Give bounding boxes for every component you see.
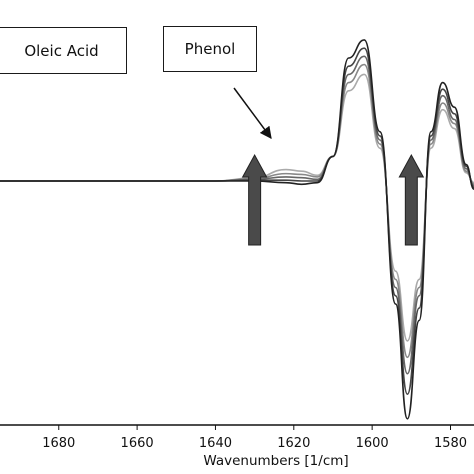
phenol-label: Phenol <box>163 26 257 72</box>
phenol-pointer-arrow <box>233 87 272 139</box>
x-axis-title: Wavenumbers [1/cm] <box>203 453 348 469</box>
x-tick-label: 1640 <box>199 436 232 451</box>
oleic-acid-label: Oleic Acid <box>0 27 127 74</box>
arrow-layer <box>241 153 425 246</box>
spectrum-series-line <box>0 73 474 342</box>
x-tick-label: 1680 <box>42 436 75 451</box>
x-tick-layer: 1680 1660 1640 1620 1600 1580 <box>42 425 467 451</box>
x-tick-label: 1660 <box>121 436 154 451</box>
x-tick-label: 1600 <box>356 436 389 451</box>
x-tick-label: 1620 <box>277 436 310 451</box>
x-tick-label: 1580 <box>434 436 467 451</box>
increase-arrow-icon <box>398 153 425 246</box>
increase-arrow-icon <box>241 153 268 246</box>
spectrum-series-line <box>0 39 474 420</box>
series-layer <box>0 39 474 420</box>
